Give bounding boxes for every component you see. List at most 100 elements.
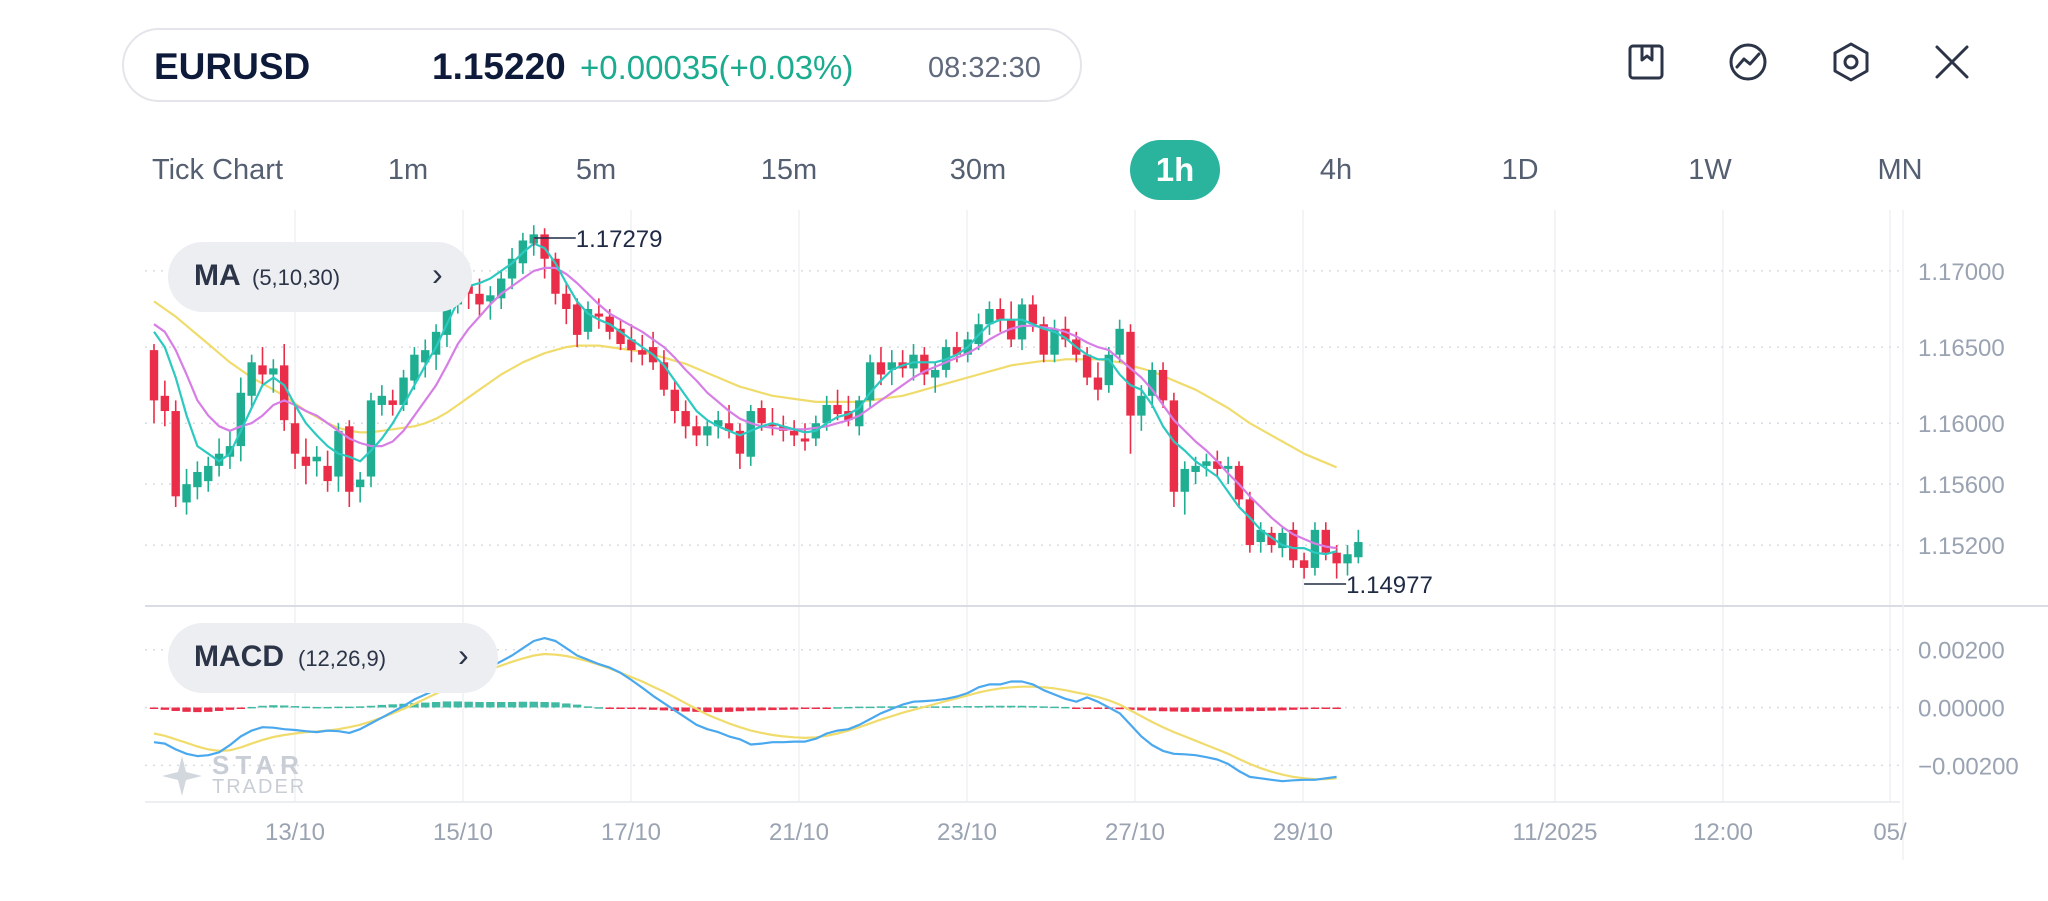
candle-up [887,362,896,370]
quote-time: 08:32:30 [928,52,1041,84]
tab-1h[interactable]: 1h [1130,140,1220,200]
candle-up [497,278,506,299]
candle-down [735,430,745,454]
macd-bar-positive [280,705,289,708]
macd-panel [149,637,1341,783]
macd-bar-positive [1028,706,1038,708]
candle-up [366,400,376,477]
star-logo-icon [162,756,202,796]
tab-5m[interactable]: 5m [575,154,617,186]
candle-up [1343,554,1352,564]
macd-bar-negative [1310,707,1320,709]
macd-indicator-button[interactable]: MACD (12,26,9) › [168,623,498,693]
candle-up [236,392,245,447]
ma-indicator-button[interactable]: MA (5,10,30) › [168,242,472,312]
macd-bar-negative [1234,707,1244,712]
macd-bar-positive [898,706,907,708]
tab-15m[interactable]: 15m [760,154,818,186]
macd-bar-positive [442,701,452,708]
x-tick-label: 29/10 [1273,819,1333,846]
macd-bar-positive [963,706,972,708]
tab-1d[interactable]: 1D [1501,154,1539,186]
macd-bar-positive [410,703,419,708]
tab-1m[interactable]: 1m [387,154,429,186]
candle-down [301,456,311,466]
macd-bar-negative [225,707,235,710]
macd-bar-positive [529,701,538,708]
chevron-right-icon: › [458,637,469,673]
macd-bar-positive [334,706,343,709]
macd-bar-positive [551,702,560,708]
candle-down [789,430,799,436]
tab-4h[interactable]: 4h [1319,154,1353,186]
candle-up [1202,461,1211,466]
candle-up [269,368,278,375]
macd-bar-negative [746,707,755,711]
x-tick-label: 13/10 [265,819,325,846]
signal-line [153,652,1337,781]
candle-down [692,426,701,436]
candle-up [714,420,723,427]
candle-up [182,484,191,503]
annotations: 1.17279 1.14977 [532,226,1433,599]
macd-bar-positive [290,706,300,708]
watermark-line1: STAR [212,750,305,780]
macd-bar-negative [811,707,821,709]
candle-up [865,362,875,401]
macd-bar-positive [941,706,951,708]
candle-down [659,362,669,390]
symbol-label[interactable]: EURUSD [154,46,311,87]
candle-down [290,423,300,454]
macd-bar-positive [583,706,593,708]
x-tick-label: 15/10 [433,819,493,846]
chart-area[interactable]: 1.17000 1.16500 1.16000 1.15600 1.15200 0.002… [0,210,2048,870]
candle-up [399,377,408,405]
trend-icon[interactable] [1726,40,1770,84]
macd-bar-negative [822,707,831,709]
candle-down [844,411,853,421]
macd-bar-positive [345,706,354,709]
macd-bar-negative [703,707,712,713]
macd-bar-negative [735,707,745,712]
candle-down [160,395,170,412]
ma10-series [153,266,1337,550]
candle-down [833,404,842,415]
x-tick-label: 21/10 [769,819,829,846]
macd-tick-label: 0.00200 [1918,638,2005,665]
bookmark-icon[interactable] [1624,40,1668,84]
low-label: 1.14977 [1346,572,1433,599]
macd-bar-positive [594,707,604,709]
macd-bar-negative [193,707,202,713]
macd-bar-negative [1321,707,1330,709]
tab-mn[interactable]: MN [1877,154,1923,186]
tab-1w[interactable]: 1W [1688,154,1732,186]
macd-bar-positive [518,701,528,708]
settings-icon[interactable] [1829,40,1873,84]
macd-bar-negative [204,707,213,712]
macd-bar-positive [355,706,365,708]
candle-down [1169,400,1179,492]
tab-30m[interactable]: 30m [949,154,1007,186]
candle-down [1289,529,1298,561]
close-icon[interactable] [1930,40,1974,84]
star-trader-watermark: STAR TRADER [160,750,320,800]
macd-bar-negative [1191,707,1200,712]
candle-down [1267,532,1276,546]
x-tick-label: 12:00 [1693,819,1753,846]
candle-up [1354,542,1363,558]
candle-down [638,350,647,355]
macd-bar-negative [789,707,799,710]
macd-bar-positive [540,702,549,708]
candle-up [1017,304,1027,340]
candle-up [355,479,365,488]
candle-down [670,389,679,412]
price-value: 1.15220 [432,46,566,87]
price-chart[interactable]: 1.17000 1.16500 1.16000 1.15600 1.15200 0.002… [0,210,2048,870]
tab-tick-chart[interactable]: Tick Chart [151,154,284,186]
candle-up [746,411,755,457]
macd-bar-negative [1072,707,1081,709]
candle-down [1213,461,1222,469]
candle-up [1115,328,1124,355]
macd-bar-negative [638,707,647,710]
x-tick-label: 23/10 [937,819,997,846]
